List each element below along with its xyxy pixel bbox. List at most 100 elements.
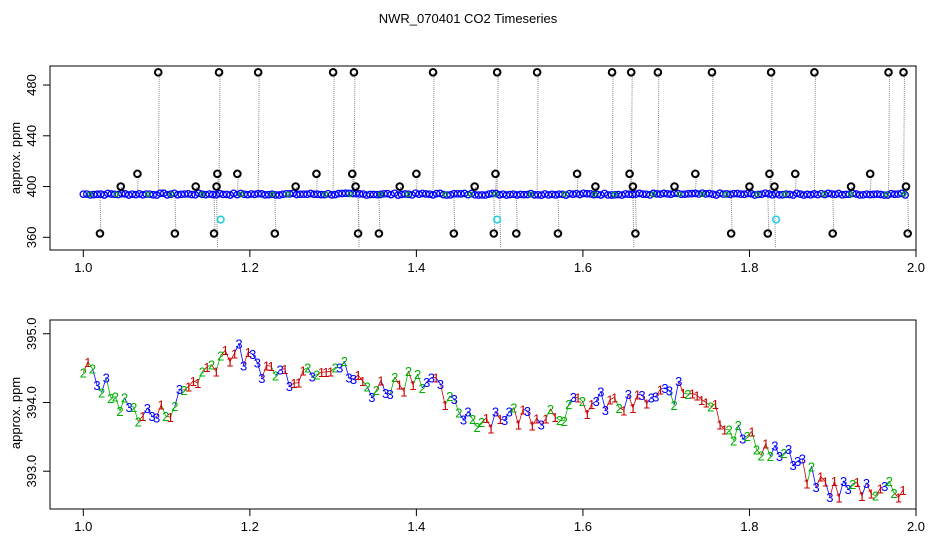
spike-point (116, 182, 126, 191)
spike-line (120, 186, 123, 195)
baseline-accent-point (591, 191, 598, 197)
spike-point (212, 182, 221, 191)
series-line (147, 407, 153, 417)
series-line (829, 481, 835, 497)
series-1-point: 1 (245, 345, 252, 360)
series-3-point: 3 (345, 371, 352, 386)
spike-line (594, 186, 597, 195)
series-line (623, 393, 629, 411)
series-line (678, 381, 684, 393)
series-line (545, 408, 551, 419)
series-line (371, 389, 377, 398)
series-2-point: 2 (849, 477, 856, 492)
spike-line (832, 194, 835, 234)
baseline-point (576, 190, 584, 199)
baseline-accent-point (322, 191, 329, 197)
series-line (275, 369, 281, 376)
series-line (742, 435, 748, 439)
baseline-accent-point (145, 191, 151, 197)
baseline-accent-point (561, 191, 568, 197)
series-line (815, 476, 822, 488)
series-1-point: 1 (588, 397, 595, 412)
series-1-point: 1 (487, 421, 494, 436)
baseline-accent-point (405, 191, 411, 197)
series-1-point: 1 (194, 376, 201, 391)
series-1-point: 1 (712, 397, 719, 412)
spike-point (532, 68, 542, 77)
series-line (838, 480, 844, 498)
series-line (421, 381, 428, 389)
series-line (114, 396, 121, 411)
series-line (394, 376, 400, 385)
bottom-plot-marks: 2123232222322133312123211121212111331333… (80, 336, 907, 505)
baseline-accent-point (901, 191, 907, 197)
series-line (806, 466, 812, 484)
series-3-point: 3 (812, 480, 819, 495)
series-1-point: 1 (400, 384, 407, 399)
series-2-point: 2 (162, 409, 169, 424)
spike-line (195, 186, 198, 195)
series-2-point: 2 (725, 422, 732, 437)
series-line (554, 416, 560, 421)
top-x-axis: 1.0 1.2 1.4 1.6 1.8 2.0 (74, 250, 925, 275)
spike-line (157, 72, 160, 195)
series-line (756, 449, 762, 456)
series-1-point: 1 (542, 412, 549, 427)
flagged-point (772, 215, 781, 224)
series-line (788, 448, 794, 466)
series-line (105, 377, 112, 398)
baseline-point (708, 190, 717, 199)
spike-line (730, 194, 733, 234)
segment-break-line (773, 194, 776, 248)
series-1-point: 1 (167, 410, 174, 425)
series-3-point: 3 (648, 390, 655, 405)
series-2-point: 2 (89, 362, 96, 377)
series-line (96, 384, 102, 393)
baseline-point (481, 191, 490, 199)
series-line (550, 408, 556, 418)
spike-line (99, 194, 102, 234)
series-line (188, 380, 194, 387)
series-1-point: 1 (877, 481, 884, 496)
series-2-point: 2 (730, 434, 737, 449)
series-2-point: 2 (767, 449, 774, 464)
series-line (774, 445, 780, 457)
series-3-point: 3 (350, 372, 357, 387)
baseline-accent-point (87, 191, 93, 197)
spike-line (674, 186, 677, 195)
series-line (847, 483, 854, 490)
series-line (197, 371, 203, 384)
series-3-point: 3 (240, 358, 247, 373)
series-2-point: 2 (98, 386, 105, 401)
baseline-point (103, 189, 112, 198)
series-1-point: 1 (533, 411, 540, 426)
baseline-accent-point (883, 191, 889, 197)
spike-point (489, 229, 499, 238)
series-line (215, 355, 222, 372)
series-line (312, 374, 318, 377)
baseline-point (873, 190, 882, 198)
spike-point (428, 68, 438, 77)
series-line (714, 403, 721, 425)
series-3-point: 3 (799, 452, 806, 467)
series-1-point: 1 (703, 395, 710, 410)
baseline-point (355, 190, 364, 198)
baseline-point (194, 189, 203, 198)
series-1-point: 1 (716, 417, 723, 432)
baseline-point (792, 189, 801, 198)
series-3-point: 3 (125, 400, 132, 415)
series-line (256, 362, 263, 378)
series-line (261, 365, 267, 378)
series-1-point: 1 (327, 364, 334, 379)
series-3-point: 3 (602, 403, 609, 418)
baseline-point (299, 190, 308, 199)
series-2-point: 2 (744, 429, 751, 444)
series-line (179, 388, 185, 391)
baseline-point (855, 191, 864, 199)
spike-point (153, 68, 163, 77)
series-line (760, 443, 767, 456)
series-1-point: 1 (519, 402, 526, 417)
series-3-point: 3 (666, 383, 673, 398)
spike-line (295, 186, 298, 195)
